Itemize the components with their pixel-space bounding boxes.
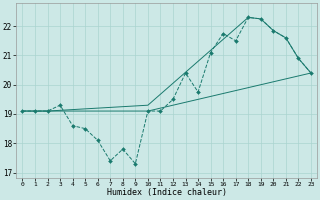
X-axis label: Humidex (Indice chaleur): Humidex (Indice chaleur): [107, 188, 227, 197]
